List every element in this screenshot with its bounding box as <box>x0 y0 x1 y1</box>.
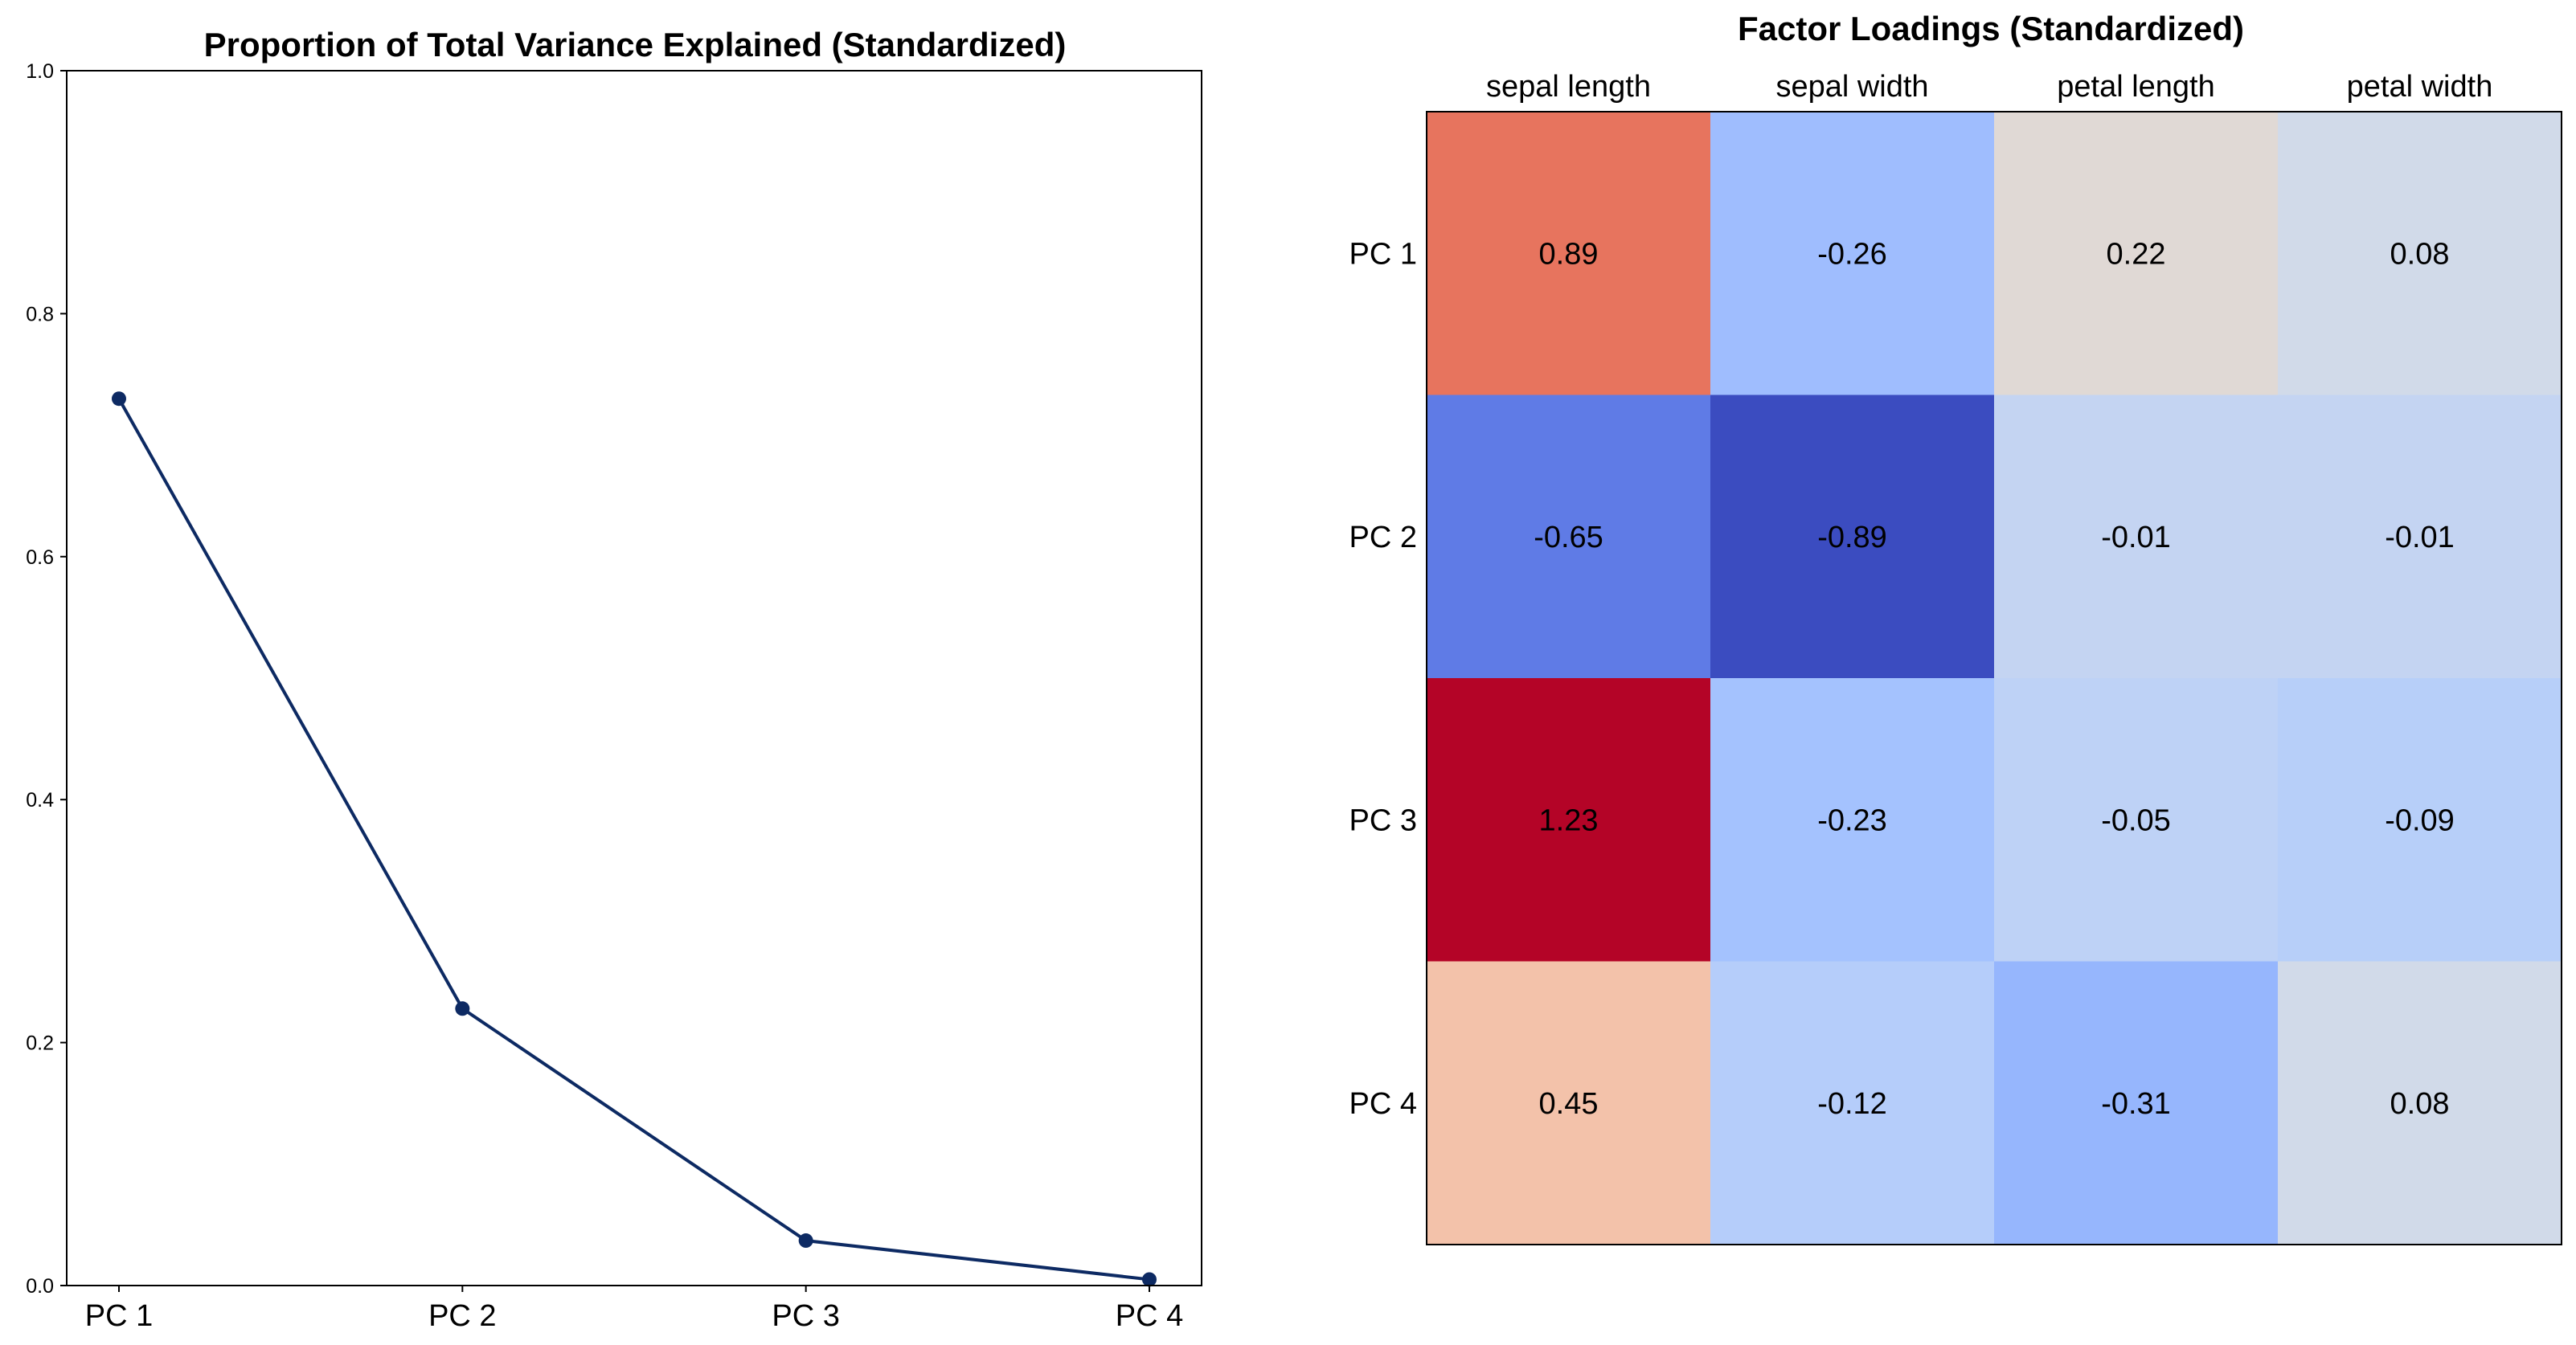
heatmap-cell <box>1710 961 1995 1245</box>
series-points <box>112 391 1157 1287</box>
series-line <box>117 398 1150 1282</box>
cell-value-label: -0.89 <box>1817 521 1887 554</box>
cell-value-label: 0.22 <box>2107 237 2166 271</box>
cell-value-label: 0.08 <box>2390 1087 2450 1121</box>
heatmap-frame <box>1426 111 2562 1245</box>
cell-value-label: -0.01 <box>2101 521 2171 554</box>
x-tick-label: PC 1 <box>85 1299 153 1333</box>
heatmap-cell <box>2278 395 2562 679</box>
row-label: PC 4 <box>1349 1087 1417 1121</box>
cell-value-label: -0.26 <box>1817 237 1887 271</box>
heatmap-column-labels: sepal length sepal width petal length petal… <box>1486 70 2492 104</box>
heatmap-cell <box>2278 112 2562 395</box>
heatmap-cell <box>1994 395 2279 679</box>
data-point <box>1142 1272 1157 1287</box>
cell-value-label: -0.23 <box>1817 803 1887 837</box>
heatmap-cell <box>1994 112 2279 395</box>
x-tick-label: PC 4 <box>1116 1299 1183 1333</box>
x-tick-label: PC 2 <box>428 1299 496 1333</box>
heatmap-cell <box>1710 678 1995 962</box>
cell-value-label: -0.01 <box>2385 521 2455 554</box>
y-tick-label: 0.8 <box>26 303 54 325</box>
y-axis-ticks: 0.0 0.2 0.4 0.6 0.8 1.0 <box>26 60 67 1298</box>
y-tick-label: 0.4 <box>26 789 54 811</box>
cell-value-label: -0.09 <box>2385 803 2455 837</box>
heatmap-cell <box>1710 112 1995 395</box>
y-tick-label: 0.2 <box>26 1032 54 1055</box>
heatmap-cell <box>2278 678 2562 962</box>
y-tick-label: 1.0 <box>26 60 54 83</box>
heatmap-cell <box>1994 678 2279 962</box>
y-tick-label: 0.6 <box>26 546 54 569</box>
heatmap-cell <box>1427 112 1711 395</box>
heatmap-cells: 0.89 -0.26 0.22 0.08 -0.65 -0.89 -0.01 -0.01 1.2… <box>1427 112 2562 1245</box>
heatmap-row-labels: PC 1 PC 2 PC 3 PC 4 <box>1349 237 1417 1121</box>
column-label: petal length <box>2057 70 2215 104</box>
cell-value-label: -0.12 <box>1817 1087 1887 1121</box>
cell-value-label: 0.45 <box>1539 1087 1599 1121</box>
heatmap-cell <box>2278 961 2562 1245</box>
row-label: PC 2 <box>1349 521 1417 554</box>
x-tick-label: PC 3 <box>772 1299 839 1333</box>
data-point <box>798 1233 813 1249</box>
heatmap-cell <box>1710 395 1995 679</box>
y-tick-label: 0.0 <box>26 1275 54 1298</box>
heatmap-cell <box>1427 678 1711 962</box>
data-point <box>455 1001 470 1016</box>
heatmap-cell <box>1427 395 1711 679</box>
cell-value-label: -0.05 <box>2101 803 2171 837</box>
line-chart-frame <box>66 70 1202 1286</box>
row-label: PC 1 <box>1349 237 1417 271</box>
cell-value-label: 1.23 <box>1539 803 1599 837</box>
heatmap-cell <box>1994 961 2279 1245</box>
variance-line-chart: Proportion of Total Variance Explained (… <box>26 26 1202 1333</box>
column-label: petal width <box>2347 70 2493 104</box>
line-chart-title: Proportion of Total Variance Explained (… <box>204 26 1067 63</box>
data-point <box>112 391 126 407</box>
cell-value-label: -0.31 <box>2101 1087 2171 1121</box>
heatmap-title: Factor Loadings (Standardized) <box>1738 10 2244 47</box>
column-label: sepal length <box>1486 70 1651 104</box>
cell-value-label: 0.89 <box>1539 237 1599 271</box>
loadings-heatmap: Factor Loadings (Standardized) 0.89 -0.26… <box>1349 10 2562 1245</box>
cell-value-label: -0.65 <box>1534 521 1603 554</box>
heatmap-cell <box>1427 961 1711 1245</box>
row-label: PC 3 <box>1349 803 1417 837</box>
cell-value-label: 0.08 <box>2390 237 2450 271</box>
column-label: sepal width <box>1775 70 1928 104</box>
x-axis-ticks: PC 1 PC 2 PC 3 PC 4 <box>85 1286 1183 1333</box>
